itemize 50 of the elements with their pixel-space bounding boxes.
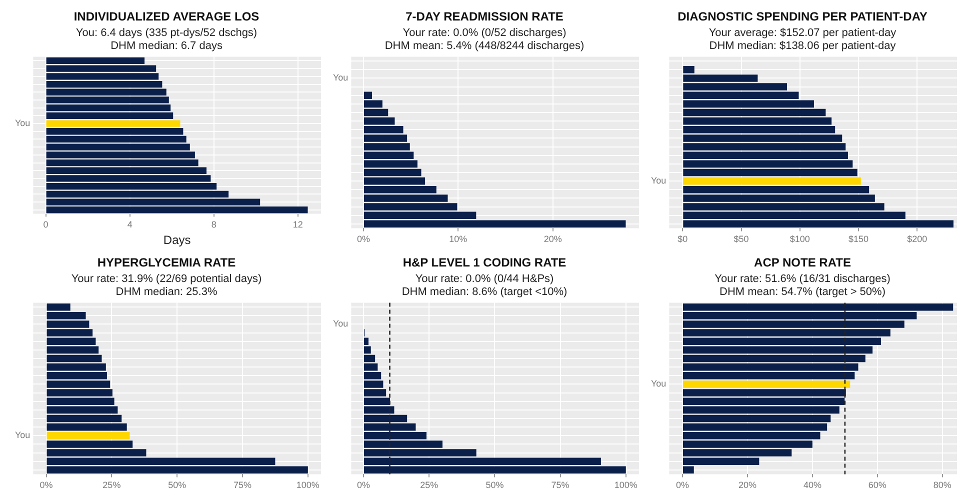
y-tick-label: You [651,378,666,389]
x-tick-label: 75% [551,480,570,490]
chart-title: H&P LEVEL 1 CODING RATE [402,256,566,270]
x-tick-label: 8 [211,220,216,230]
x-tick-label: $150 [848,234,869,244]
x-tick-label: $200 [907,234,928,244]
chart-subtitle: Your rate: 31.9% (22/69 potential days) DHM median: 25.3% [71,273,262,298]
x-tick-label: 80% [933,480,952,490]
x-tick-label: 0% [40,480,53,490]
x-tick-label: 12 [292,220,303,230]
x-tick-label: $50 [734,234,749,244]
x-tick-label: 50% [486,480,504,490]
chart-subtitle: Your rate: 0.0% (0/52 discharges) DHM mean: 5.4% (448/8244 discharges) [384,27,584,52]
bar [683,177,861,185]
x-tick-label: 20% [738,480,756,490]
x-tick-label: 0% [676,480,690,490]
x-tick-label: 10% [449,234,468,244]
x-tick-label: 25% [102,480,121,490]
bar [46,120,180,127]
y-tick-label: You [333,72,348,83]
x-tick-label: $0 [678,234,688,244]
x-tick-label: 0% [356,234,370,244]
bar [683,380,850,388]
chart-subtitle: Your rate: 0.0% (0/44 H&Ps) DHM median: 8.6% (target <10%) [402,273,568,298]
y-tick-label: You [333,318,348,329]
x-tick-label: 4 [127,220,132,230]
x-tick-label: 25% [420,480,438,490]
bar [46,432,130,440]
x-tick-label: 60% [868,480,886,490]
x-tick-label: 40% [803,480,822,490]
x-axis-title: Days [163,233,191,248]
chart-title: DIAGNOSTIC SPENDING PER PATIENT-DAY [678,10,928,24]
chart-subtitle: Your average: $152.07 per patient-day DHM median: $138.06 per patient-day [708,27,897,52]
x-tick-label: 20% [544,234,562,244]
chart-subtitle: Your rate: 51.6% (16/31 discharges) DHM mean: 54.7% (target > 50%) [714,273,890,298]
chart-title: 7-DAY READMISSION RATE [406,10,564,24]
chart-title: INDIVIDUALIZED AVERAGE LOS [74,10,260,24]
x-tick-label: 75% [234,480,252,490]
y-tick-label: You [15,430,30,440]
x-tick-label: 100% [296,480,320,490]
x-tick-label: 100% [614,480,638,490]
chart-title: ACP NOTE RATE [754,256,851,270]
y-tick-label: You [15,118,30,128]
chart-title: HYPERGLYCEMIA RATE [97,256,236,270]
y-tick-label: You [651,176,666,186]
x-tick-label: $100 [790,234,810,244]
x-tick-label: 0 [43,220,48,230]
x-tick-label: 0% [357,480,370,490]
chart-subtitle: You: 6.4 days (335 pt-dys/52 dschgs) DHM median: 6.7 days [76,27,258,52]
x-tick-label: 50% [168,480,186,490]
